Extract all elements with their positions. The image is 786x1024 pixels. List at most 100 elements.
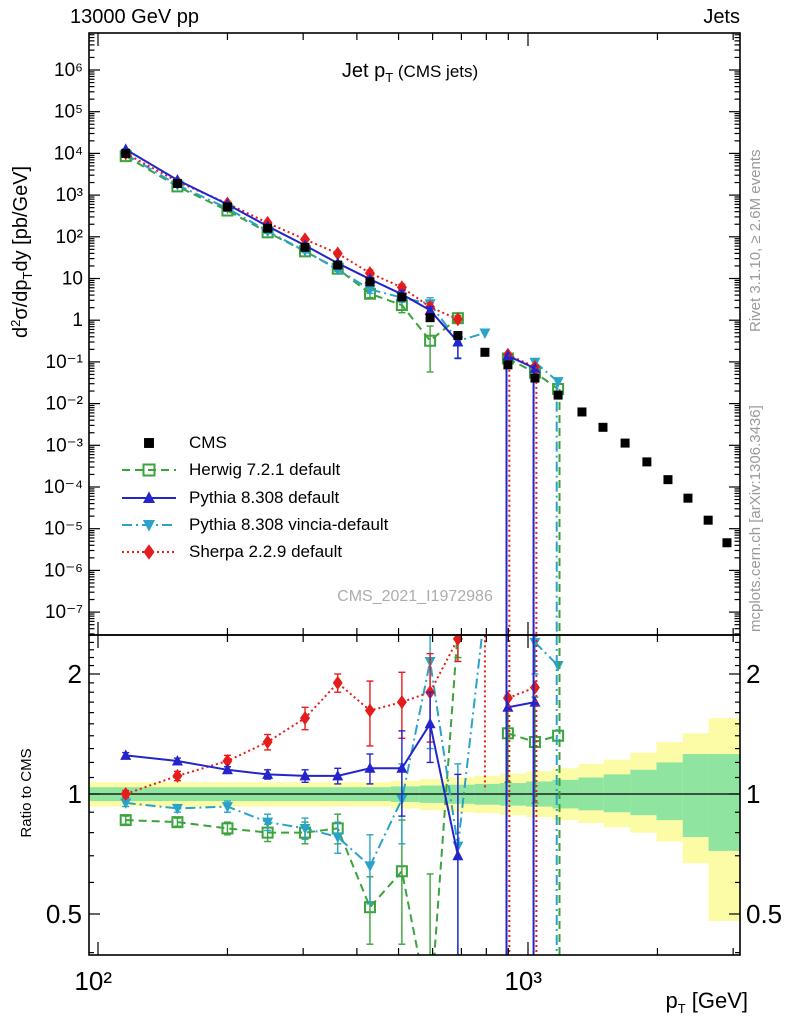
beam-energy-label: 13000 GeV pp xyxy=(70,6,199,28)
vincia-marker xyxy=(171,803,183,815)
tick-label: 10 xyxy=(62,269,83,290)
tick-label: 10⁻⁷ xyxy=(45,602,83,623)
cms-marker-icon xyxy=(120,434,178,452)
pythia-marker xyxy=(452,849,464,861)
y-axis-title-end: dy [pb/GeV] xyxy=(10,165,32,272)
vincia-marker xyxy=(262,817,274,829)
cms-marker xyxy=(620,438,630,448)
y-axis-title-mid: σ/dp xyxy=(10,279,32,320)
plot-title-main: Jet p xyxy=(341,60,386,82)
y-axis-title-sup: 2 xyxy=(8,319,23,327)
vincia-marker xyxy=(479,605,490,616)
cms-marker xyxy=(503,360,513,370)
analysis-group-label: Jets xyxy=(703,6,740,28)
pythia-line-ratio xyxy=(125,701,536,856)
vincia-marker xyxy=(364,861,376,872)
tick-label: 10⁻¹ xyxy=(46,352,84,373)
axis-ticks xyxy=(89,33,740,955)
ratio-panel-frame xyxy=(88,634,741,956)
vincia-marker-icon xyxy=(120,516,178,534)
vincia-marker xyxy=(142,520,156,532)
legend-label: CMS xyxy=(189,433,227,452)
tick-labels: 10⁶10⁵10⁴10³10²10110⁻¹10⁻²10⁻³10⁻⁴10⁻⁵10… xyxy=(44,60,782,996)
ratio-panel xyxy=(89,605,740,1019)
tick-label: 10⁻⁶ xyxy=(44,560,83,581)
plot-title: Jet pT (CMS jets) xyxy=(200,60,620,85)
cms-marker xyxy=(530,373,540,383)
legend-label: Sherpa 2.2.9 default xyxy=(189,542,343,561)
herwig-marker xyxy=(501,727,514,740)
cms-marker xyxy=(365,277,375,287)
herwig-marker xyxy=(552,729,565,742)
uncertainty-band-green xyxy=(682,753,709,838)
tick-label: 2 xyxy=(746,659,760,689)
sherpa-marker xyxy=(300,711,311,726)
legend-label: Pythia 8.308 default xyxy=(189,488,340,507)
pythia-marker-icon xyxy=(120,489,178,507)
herwig-marker-icon xyxy=(120,461,178,479)
pythia-marker xyxy=(502,349,514,361)
sherpa-marker xyxy=(529,680,540,695)
vincia-marker xyxy=(552,377,564,388)
pythia-marker xyxy=(424,304,436,315)
pythia-marker xyxy=(120,749,132,760)
herwig-marker xyxy=(395,865,408,878)
sherpa-marker xyxy=(172,768,183,783)
plot-title-sub: T xyxy=(385,70,394,85)
tick-label: 10³ xyxy=(56,185,83,206)
pythia-marker xyxy=(396,762,408,773)
uncertainty-band-green xyxy=(656,762,683,821)
cms-marker xyxy=(480,347,490,357)
cms-marker xyxy=(598,422,608,432)
tick-label: 10³ xyxy=(504,966,542,996)
x-axis-title-main: p xyxy=(665,988,678,1013)
herwig-marker xyxy=(424,334,437,347)
cms-marker xyxy=(453,330,463,340)
sherpa-marker xyxy=(332,246,343,261)
vincia-marker xyxy=(479,328,491,340)
vincia-marker xyxy=(552,661,564,672)
sherpa-marker-icon xyxy=(120,543,178,561)
tick-label: 10⁻⁵ xyxy=(44,519,83,540)
tick-label: 2 xyxy=(68,659,82,689)
sherpa-marker xyxy=(502,691,513,706)
legend-item-cms: CMS xyxy=(120,433,227,452)
cms-marker xyxy=(722,538,732,548)
x-axis-title-sub: T xyxy=(677,1001,686,1016)
tick-label: 10⁻² xyxy=(46,394,84,415)
sherpa-marker xyxy=(452,312,463,327)
tick-label: 10⁻⁴ xyxy=(44,477,83,498)
herwig-marker xyxy=(119,814,132,827)
tick-label: 1 xyxy=(72,310,83,331)
sherpa-marker xyxy=(364,266,375,281)
pythia-marker xyxy=(262,768,274,779)
tick-label: 10⁻³ xyxy=(46,435,84,456)
pythia-marker xyxy=(364,762,376,773)
cms-marker xyxy=(144,438,154,448)
cms-marker xyxy=(222,202,232,212)
pythia-line-main xyxy=(125,148,536,370)
tick-label: 0.5 xyxy=(746,899,782,929)
uncertainty-band-green xyxy=(708,753,740,851)
y-axis-title: d2σ/dpTdy [pb/GeV] xyxy=(8,166,35,338)
pythia-marker xyxy=(529,696,541,707)
herwig-legend-glyph xyxy=(122,463,176,477)
sherpa-marker xyxy=(262,735,273,750)
herwig-marker xyxy=(425,1009,435,1019)
cms-marker xyxy=(397,292,407,302)
pythia-marker xyxy=(452,335,464,347)
herwig-marker xyxy=(221,822,234,835)
herwig-marker xyxy=(142,463,156,477)
legend-item-vincia: Pythia 8.308 vincia-default xyxy=(120,515,388,534)
herwig-marker xyxy=(528,736,541,749)
pythia-marker xyxy=(221,763,233,775)
analysis-id-watermark: CMS_2021_I1972986 xyxy=(337,588,493,605)
main-panel xyxy=(119,143,732,635)
sherpa-marker xyxy=(396,695,407,710)
herwig-marker xyxy=(171,816,184,829)
pythia-marker xyxy=(142,491,156,503)
uncertainty-band-green xyxy=(603,774,631,813)
mcplots-credit-label: mcplots.cern.ch [arXiv:1306.3436] xyxy=(747,405,764,632)
y-axis-title-d: d xyxy=(10,326,32,338)
